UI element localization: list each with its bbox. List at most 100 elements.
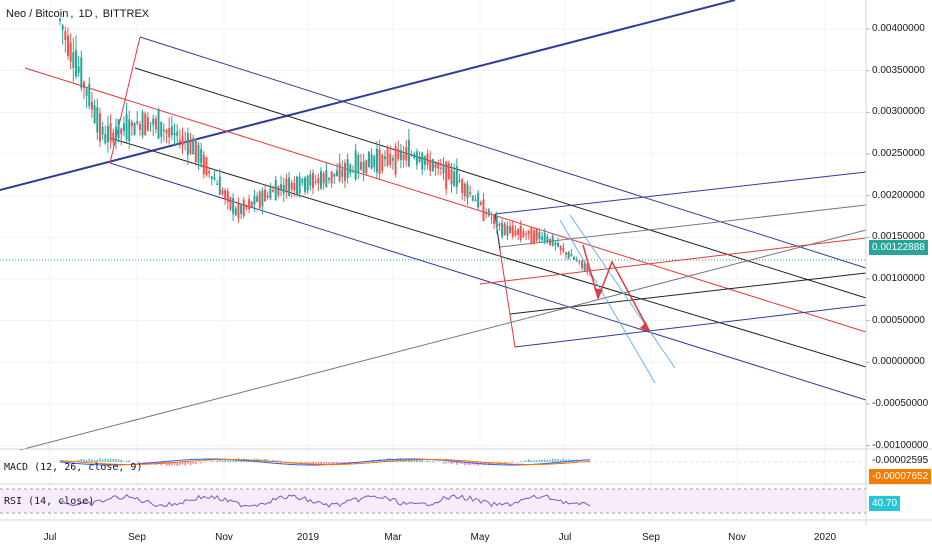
x-tick-label: May — [470, 532, 490, 543]
x-tick-label: Nov — [215, 532, 233, 543]
x-tick-label: 2020 — [813, 532, 837, 543]
macd-histogram-bar — [565, 459, 567, 462]
candle-body — [455, 166, 458, 187]
macd-histogram-bar — [458, 462, 461, 464]
candle-body — [184, 141, 187, 143]
candle-body — [565, 252, 568, 255]
candle-body — [391, 158, 394, 161]
candle-body — [469, 192, 472, 195]
x-tick-label: Nov — [728, 532, 746, 543]
candle-body — [386, 147, 389, 166]
candle-body — [101, 126, 104, 135]
y-tick-label: 0.00000000 — [872, 356, 925, 368]
fork-handle-red — [499, 249, 516, 348]
macd-histogram-bar — [301, 462, 304, 464]
macd-histogram-bar — [562, 458, 565, 462]
candle-body — [437, 163, 440, 169]
macd-histogram-bar — [109, 458, 112, 462]
macd-histogram-bar — [429, 460, 432, 462]
candle-body — [314, 181, 317, 183]
channel-upper-blue — [139, 36, 867, 269]
candle-body — [519, 225, 522, 240]
candle-body — [333, 173, 336, 177]
candle-body — [554, 242, 557, 245]
macd-histogram-bar — [397, 458, 400, 462]
macd-label[interactable]: MACD (12, 26, close, 9) — [4, 462, 143, 473]
macd-histogram-bar — [131, 462, 133, 463]
macd-histogram-bar — [333, 462, 336, 465]
candle-body — [202, 154, 205, 175]
macd-histogram-bar — [123, 461, 125, 462]
trendlines — [0, 0, 867, 451]
candle-body — [447, 163, 450, 180]
candle-body — [138, 124, 141, 131]
macd-histogram-bar — [83, 459, 85, 462]
macd-histogram-bar — [296, 462, 298, 464]
macd-histogram-bar — [117, 459, 120, 462]
candle-body — [144, 113, 147, 136]
candle-body — [485, 212, 488, 214]
macd-histogram-bar — [195, 462, 197, 465]
channel-upper-black — [134, 67, 867, 299]
candle-body — [413, 154, 416, 158]
macd-histogram-bar — [384, 459, 386, 462]
macd-histogram-bar — [226, 459, 229, 462]
y-tick-label: 0.00250000 — [872, 147, 925, 159]
candle-body — [293, 182, 296, 191]
macd-histogram-bar — [165, 462, 168, 466]
fork-median-red — [479, 237, 867, 285]
candle-body — [245, 205, 248, 208]
candle-body — [80, 57, 83, 89]
macd-histogram-bar — [216, 461, 218, 462]
macd-histogram-bar — [179, 462, 181, 466]
candle-body — [285, 178, 288, 191]
candle-body — [362, 161, 365, 174]
candle-body — [327, 177, 330, 180]
candle-body — [304, 177, 307, 192]
macd-histogram-bar — [120, 459, 123, 462]
macd-histogram-bar — [464, 462, 466, 465]
macd-histogram-bar — [453, 462, 455, 464]
macd-histogram-bar — [171, 462, 173, 466]
candle-body — [405, 146, 408, 161]
candle-body — [543, 232, 546, 241]
macd-histogram-bar — [101, 459, 104, 462]
candle-body — [74, 50, 77, 77]
chart-title: Neo / Bitcoin, 1D, BITTREX — [6, 8, 150, 20]
macd-signal-line — [59, 459, 591, 465]
macd-histogram-bar — [554, 459, 557, 462]
candle-body — [559, 245, 562, 251]
macd-histogram-bar — [445, 462, 447, 464]
macd-histogram-bar — [298, 462, 301, 464]
macd-histogram-bar — [115, 459, 117, 462]
candle-body — [173, 132, 176, 136]
candle-body — [514, 230, 517, 236]
long-gray-trendline — [19, 229, 867, 451]
candle-body — [149, 122, 152, 124]
macd-histogram-bar — [525, 460, 527, 462]
candle-body — [226, 191, 229, 203]
rsi-label[interactable]: RSI (14, close) — [4, 496, 95, 507]
macd-histogram-bar — [141, 462, 144, 464]
candle-body — [562, 248, 565, 252]
macd-histogram-bar — [211, 461, 213, 462]
macd-histogram-bar — [88, 458, 91, 462]
candle-body — [522, 231, 525, 237]
candle-body — [85, 88, 88, 96]
candle-body — [181, 135, 184, 146]
candle-body — [280, 184, 283, 189]
candle-body — [322, 173, 325, 184]
candle-body — [61, 25, 64, 30]
candle-body — [197, 144, 200, 163]
y-tick-label: 0.00150000 — [872, 231, 925, 243]
macd-histogram-bar — [557, 459, 559, 462]
macd-histogram-bar — [187, 462, 189, 464]
macd-histogram-bar — [535, 460, 538, 462]
candle-body — [434, 163, 437, 168]
candle-body — [517, 228, 520, 235]
candle-body — [365, 159, 368, 173]
macd-histogram-bar — [543, 459, 546, 462]
candle-body — [248, 199, 251, 210]
candle-body — [213, 177, 216, 180]
